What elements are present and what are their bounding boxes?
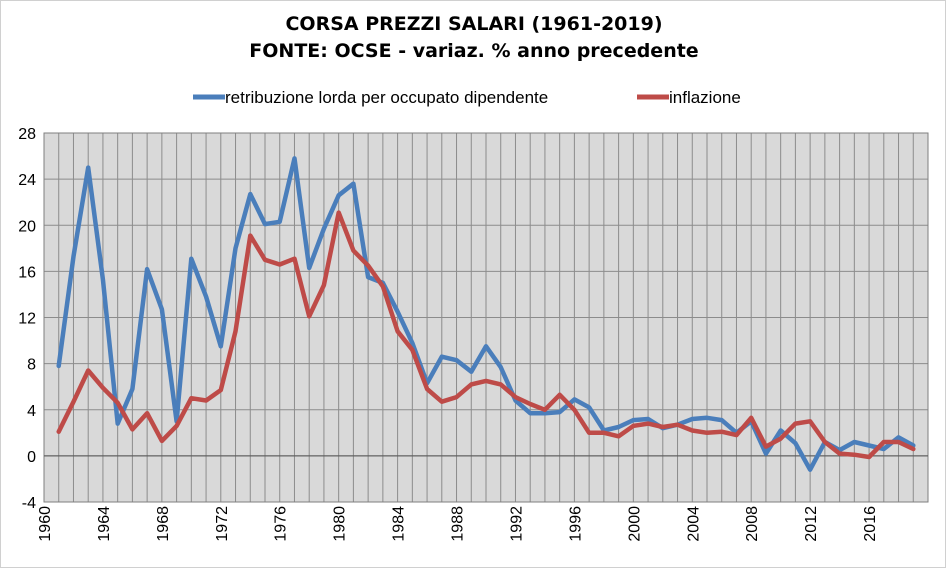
- x-tick-label: 2008: [744, 506, 761, 542]
- x-tick-label: 1988: [450, 506, 467, 542]
- y-tick-label: -4: [22, 495, 36, 512]
- series-line-2: [56, 210, 916, 460]
- grid: [44, 132, 928, 503]
- y-tick-label: 28: [18, 126, 36, 143]
- y-tick-label: 12: [18, 311, 36, 328]
- legend-label-series-1: retribuzione lorda per occupato dipenden…: [225, 88, 548, 107]
- y-tick-label: 20: [18, 218, 36, 235]
- y-tick-label: 24: [18, 172, 36, 189]
- legend-label-series-2: inflazione: [669, 88, 741, 107]
- x-tick-label: 1960: [37, 506, 54, 542]
- x-tick-label: 1976: [273, 506, 290, 542]
- y-tick-label: 16: [18, 264, 36, 281]
- title-block: CORSA PREZZI SALARI (1961-2019) FONTE: O…: [1, 11, 946, 65]
- series: [56, 156, 916, 472]
- x-tick-label: 2012: [803, 506, 820, 542]
- x-tick-label: 2016: [862, 506, 879, 542]
- y-tick-label: 0: [27, 449, 36, 466]
- plot-border: [43, 132, 929, 503]
- axes: -4 0 4 8 12 16 20 24 28 1960 1964 1968 1972 1976 1980 1…: [18, 126, 929, 542]
- chart-title: CORSA PREZZI SALARI (1961-2019): [285, 13, 663, 35]
- x-tick-label: 2000: [626, 506, 643, 542]
- x-tick-label: 1980: [332, 506, 349, 542]
- x-tick-label: 1984: [391, 506, 408, 542]
- legend: retribuzione lorda per occupato dipenden…: [193, 88, 741, 107]
- x-tick-label: 1972: [214, 506, 231, 542]
- x-tick-label: 1964: [96, 506, 113, 542]
- y-tick-label: 8: [27, 357, 36, 374]
- x-tick-label: 1992: [508, 506, 525, 542]
- chart-subtitle: FONTE: OCSE - variaz. % anno precedente: [249, 40, 699, 62]
- x-tick-label: 1996: [567, 506, 584, 542]
- x-tick-label: 1968: [155, 506, 172, 542]
- y-tick-label: 4: [27, 403, 36, 420]
- x-tick-label: 2004: [685, 506, 702, 542]
